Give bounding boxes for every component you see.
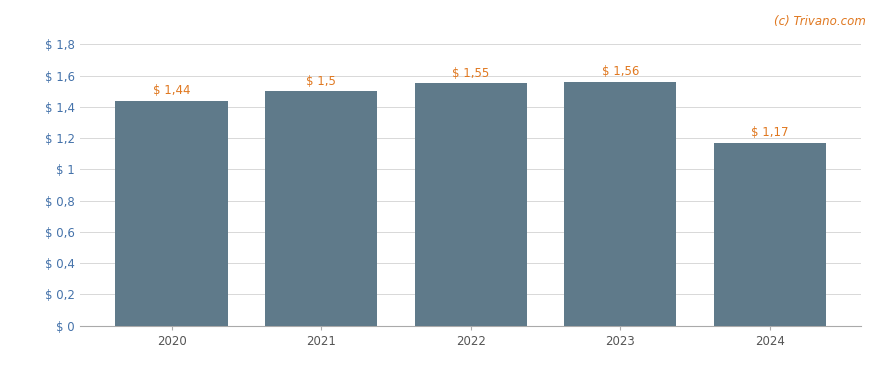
Text: $ 1,17: $ 1,17 bbox=[751, 127, 789, 139]
Text: $ 1,56: $ 1,56 bbox=[601, 65, 638, 78]
Text: $ 1,44: $ 1,44 bbox=[153, 84, 190, 97]
Text: $ 1,55: $ 1,55 bbox=[452, 67, 489, 80]
Bar bbox=[265, 91, 377, 326]
Bar bbox=[564, 82, 677, 326]
Bar bbox=[115, 101, 227, 326]
Bar bbox=[714, 143, 826, 326]
Text: (c) Trivano.com: (c) Trivano.com bbox=[774, 15, 866, 28]
Bar bbox=[415, 84, 527, 326]
Text: $ 1,5: $ 1,5 bbox=[306, 75, 336, 88]
